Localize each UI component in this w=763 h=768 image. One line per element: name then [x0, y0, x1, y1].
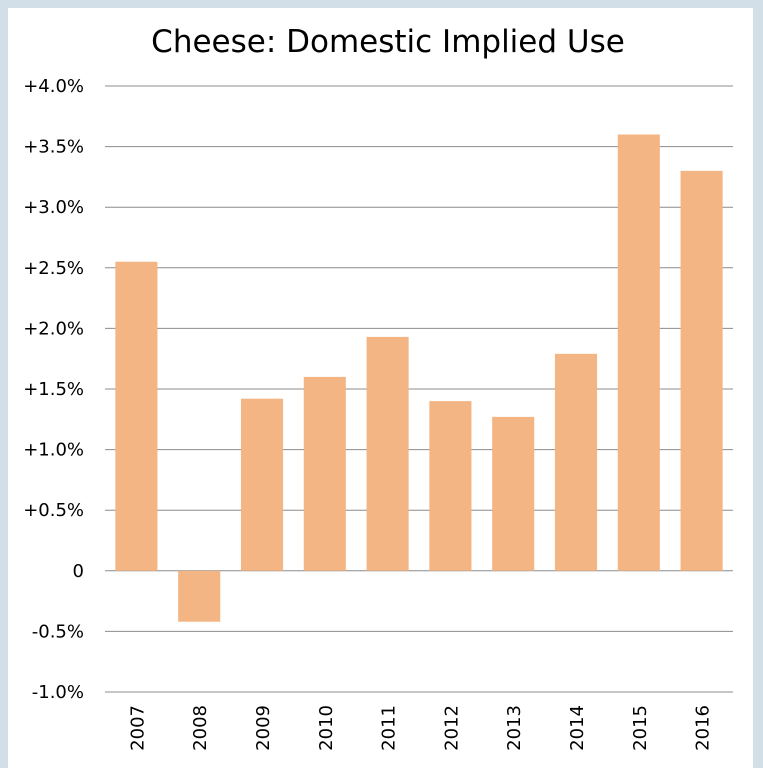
bar-2010 [303, 376, 346, 571]
bar-2016 [680, 170, 723, 571]
y-tick-label: -1.0% [32, 682, 84, 703]
y-tick-label: +3.5% [23, 137, 84, 158]
chart-title: Cheese: Domestic Implied Use [151, 24, 625, 60]
y-tick-label: +0.5% [23, 500, 84, 521]
y-tick-label: +2.0% [23, 318, 84, 339]
y-tick-label: +1.0% [23, 440, 84, 461]
x-tick-label: 2010 [316, 705, 337, 751]
bar-2008 [178, 570, 221, 622]
bar-2011 [366, 336, 409, 571]
y-tick-label: -0.5% [32, 621, 84, 642]
x-tick-label: 2007 [127, 705, 148, 751]
y-tick-label: +3.0% [23, 197, 84, 218]
bar-2014 [554, 353, 598, 571]
x-tick-label: 2009 [253, 705, 274, 751]
x-tick-label: 2016 [693, 705, 714, 751]
x-tick-label: 2015 [630, 705, 651, 751]
x-tick-label: 2008 [190, 705, 211, 751]
y-tick-label: +1.5% [23, 379, 84, 400]
bar-2013 [492, 416, 535, 571]
bar-2012 [429, 401, 472, 571]
x-axis-ticks: 2007 2008 2009 2010 2011 2012 2013 2014 2015 2016 [127, 705, 713, 751]
x-tick-label: 2014 [567, 705, 588, 751]
x-tick-label: 2013 [504, 705, 525, 751]
y-tick-label: +2.5% [23, 258, 84, 279]
bar-2015 [617, 134, 660, 571]
y-axis-ticks: +4.0% +3.5% +3.0% +2.5% +2.0% +1.5% +1.0% +0.5%… [23, 76, 84, 703]
bar-2007 [115, 261, 158, 571]
y-tick-label: +4.0% [23, 76, 84, 97]
bars [115, 134, 723, 622]
x-tick-label: 2012 [441, 705, 462, 751]
x-tick-label: 2011 [379, 705, 400, 751]
y-tick-label: 0 [73, 561, 84, 582]
bar-2009 [240, 398, 284, 571]
